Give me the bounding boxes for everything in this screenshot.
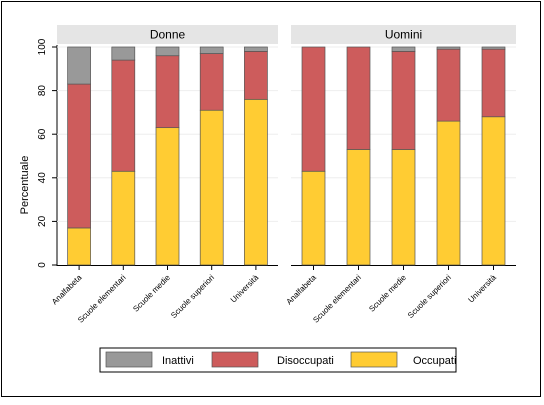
legend-swatch-disoccupati [211, 351, 259, 368]
y-tick-label: 20 [37, 215, 48, 227]
bar-occupati [481, 116, 506, 266]
legend-label: Inattivi [162, 355, 194, 367]
bar-disoccupati [391, 51, 416, 150]
y-axis-label: Percentuale [19, 156, 31, 215]
y-tick-label: 60 [37, 128, 48, 140]
bar-inattivi [481, 46, 506, 50]
bar-occupati [199, 109, 224, 266]
bar-inattivi [155, 46, 180, 57]
panel-title: Uomini [385, 28, 422, 42]
bar-disoccupati [346, 46, 371, 150]
bar-occupati [244, 98, 268, 266]
bar-inattivi [436, 46, 461, 50]
bar-disoccupati [244, 51, 268, 100]
y-tick-label: 100 [37, 38, 48, 55]
bar-occupati [67, 227, 91, 266]
bar-inattivi [111, 46, 136, 61]
bar-disoccupati [155, 55, 180, 129]
bar-disoccupati [436, 48, 461, 122]
bar-occupati [391, 149, 416, 266]
y-tick-label: 0 [37, 262, 48, 268]
legend-label: Disoccupati [277, 355, 334, 367]
bar-inattivi [67, 46, 91, 85]
bar-disoccupati [67, 83, 91, 229]
bar-occupati [436, 120, 461, 266]
bar-occupati [155, 127, 180, 266]
y-tick-label: 40 [37, 172, 48, 184]
panel-title: Donne [150, 28, 186, 42]
legend-label: Occupati [413, 355, 456, 367]
bar-disoccupati [301, 46, 326, 172]
y-tick-label: 80 [37, 85, 48, 97]
bar-occupati [301, 170, 326, 266]
bar-disoccupati [199, 53, 224, 111]
bar-occupati [111, 170, 136, 266]
panel-strip-1 [291, 25, 516, 44]
bar-disoccupati [111, 59, 136, 172]
legend-swatch-inattivi [105, 351, 153, 368]
panel-strip-0 [57, 25, 278, 44]
bar-disoccupati [481, 48, 506, 118]
bar-inattivi [199, 46, 224, 54]
bar-inattivi [391, 46, 416, 52]
legend-swatch-occupati [350, 351, 398, 368]
bar-inattivi [244, 46, 268, 52]
bar-occupati [346, 149, 371, 266]
